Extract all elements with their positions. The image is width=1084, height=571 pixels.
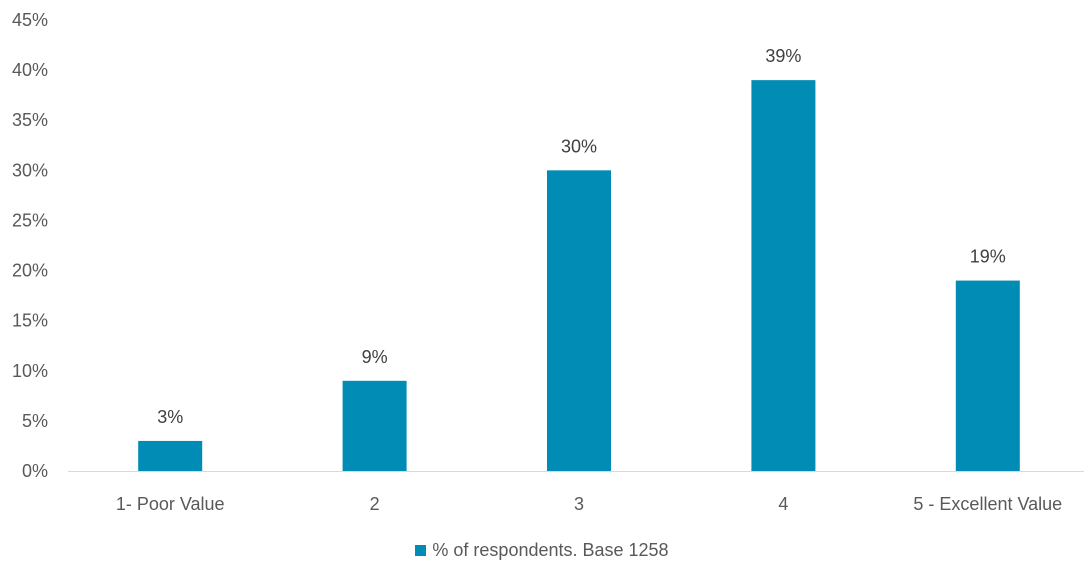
data-labels: 3% 9% 30% 39% 19% [157, 46, 1006, 427]
x-tick-label: 5 - Excellent Value [913, 494, 1062, 514]
data-label: 19% [970, 247, 1006, 267]
bar [955, 280, 1020, 471]
y-tick-label: 35% [12, 110, 48, 130]
y-tick-label: 40% [12, 60, 48, 80]
y-tick-label: 45% [12, 10, 48, 30]
data-label: 30% [561, 136, 597, 156]
x-tick-label: 2 [370, 494, 380, 514]
x-axis: 1- Poor Value 2 3 4 5 - Excellent Value [116, 494, 1062, 514]
y-tick-label: 25% [12, 210, 48, 230]
bar [342, 380, 407, 471]
bars [138, 80, 1020, 472]
x-tick-label: 3 [574, 494, 584, 514]
y-tick-label: 5% [22, 411, 48, 431]
y-tick-label: 15% [12, 311, 48, 331]
x-tick-label: 4 [778, 494, 788, 514]
legend: % of respondents. Base 1258 [0, 540, 1084, 561]
x-tick-label: 1- Poor Value [116, 494, 225, 514]
data-label: 39% [765, 46, 801, 66]
y-tick-label: 10% [12, 361, 48, 381]
data-label: 9% [362, 347, 388, 367]
legend-swatch [415, 545, 427, 556]
bar [547, 170, 611, 472]
data-label: 3% [157, 407, 183, 427]
bar [751, 80, 816, 471]
legend-label: % of respondents. Base 1258 [432, 540, 669, 560]
y-axis: 0% 5% 10% 15% 20% 25% 30% 35% 40% 45% [12, 10, 48, 481]
y-tick-label: 0% [22, 461, 48, 481]
bar [138, 440, 203, 471]
y-tick-label: 30% [12, 160, 48, 180]
y-tick-label: 20% [12, 261, 48, 281]
